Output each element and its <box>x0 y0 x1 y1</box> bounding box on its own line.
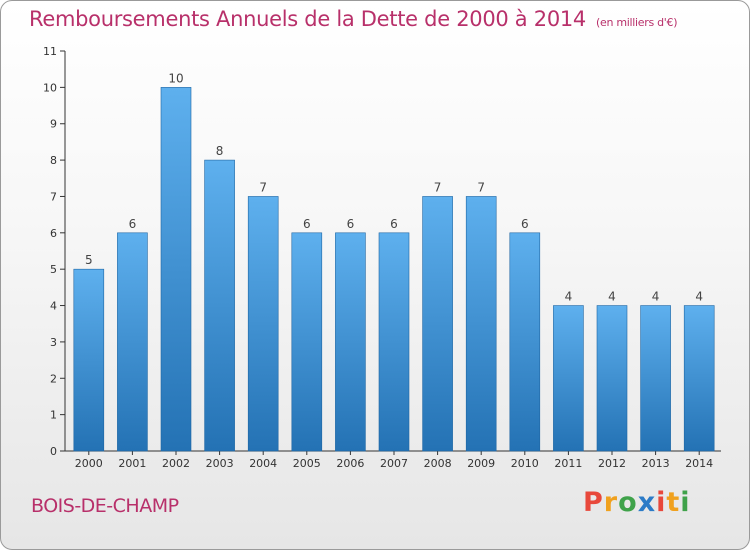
y-tick-label: 11 <box>43 45 57 58</box>
x-tick-label: 2009 <box>467 457 495 470</box>
x-tick-label: 2001 <box>118 457 146 470</box>
data-label: 6 <box>303 217 311 231</box>
x-tick-label: 2014 <box>685 457 713 470</box>
data-label: 5 <box>85 253 93 267</box>
y-tick-label: 6 <box>50 227 57 240</box>
bar <box>553 305 584 452</box>
bar <box>247 196 279 452</box>
bar <box>117 232 148 452</box>
x-tick-label: 2000 <box>75 457 103 470</box>
y-tick-label: 4 <box>50 300 57 313</box>
y-tick-label: 10 <box>43 81 57 94</box>
data-label: 7 <box>259 180 267 194</box>
y-tick-label: 5 <box>50 263 57 276</box>
bar <box>596 305 628 452</box>
proxiti-logo[interactable]: Proxiti <box>583 487 691 518</box>
bar <box>465 196 497 452</box>
x-tick-label: 2013 <box>642 457 670 470</box>
bar <box>291 232 323 452</box>
bar <box>683 305 715 452</box>
data-label: 4 <box>608 290 616 304</box>
data-label: 8 <box>216 144 224 158</box>
data-label: 4 <box>652 290 660 304</box>
y-tick-label: 2 <box>50 372 57 385</box>
y-tick-label: 7 <box>50 190 57 203</box>
data-label: 6 <box>390 217 398 231</box>
logo-letter: o <box>618 487 638 518</box>
bar <box>160 87 192 452</box>
x-tick-label: 2003 <box>206 457 234 470</box>
x-tick-label: 2006 <box>336 457 364 470</box>
data-label: 4 <box>565 290 573 304</box>
bar <box>640 305 671 452</box>
data-label: 6 <box>129 217 137 231</box>
chart-labels: 2000 5 2001 6 2002 10 2003 8 2004 7 2005 6 2006 6 2007… <box>75 71 713 470</box>
town-name: BOIS-DE-CHAMP <box>31 495 179 517</box>
x-tick-label: 2012 <box>598 457 626 470</box>
y-tick-label: 8 <box>50 154 57 167</box>
y-tick-label: 9 <box>50 118 57 131</box>
x-tick-label: 2004 <box>249 457 277 470</box>
bar <box>73 268 105 452</box>
chart-subtitle: (en milliers d'€) <box>596 16 678 29</box>
x-tick-label: 2011 <box>554 457 582 470</box>
data-label: 4 <box>695 290 703 304</box>
logo-letter: i <box>656 487 667 518</box>
logo-letter: t <box>666 487 681 518</box>
data-label: 6 <box>521 217 529 231</box>
x-tick-label: 2010 <box>511 457 539 470</box>
bar <box>509 232 541 452</box>
chart-title-text: Remboursements Annuels de la Dette de 20… <box>29 7 586 31</box>
x-tick-label: 2002 <box>162 457 190 470</box>
data-label: 7 <box>434 180 442 194</box>
bar <box>378 232 410 452</box>
x-tick-label: 2007 <box>380 457 408 470</box>
chart-bars <box>73 87 715 452</box>
y-tick-label: 3 <box>50 336 57 349</box>
bar <box>335 232 366 452</box>
data-label: 10 <box>168 71 183 85</box>
bar <box>422 196 453 452</box>
data-label: 7 <box>477 180 485 194</box>
y-tick-label: 0 <box>50 445 57 458</box>
logo-letter: P <box>583 487 604 518</box>
logo-letter: x <box>637 487 657 518</box>
chart-title: Remboursements Annuels de la Dette de 20… <box>29 7 677 31</box>
x-tick-label: 2008 <box>424 457 452 470</box>
logo-letter: r <box>603 487 619 518</box>
bar <box>204 159 235 452</box>
logo-letter: i <box>680 487 691 518</box>
x-tick-label: 2005 <box>293 457 321 470</box>
y-tick-label: 1 <box>50 409 57 422</box>
data-label: 6 <box>347 217 355 231</box>
